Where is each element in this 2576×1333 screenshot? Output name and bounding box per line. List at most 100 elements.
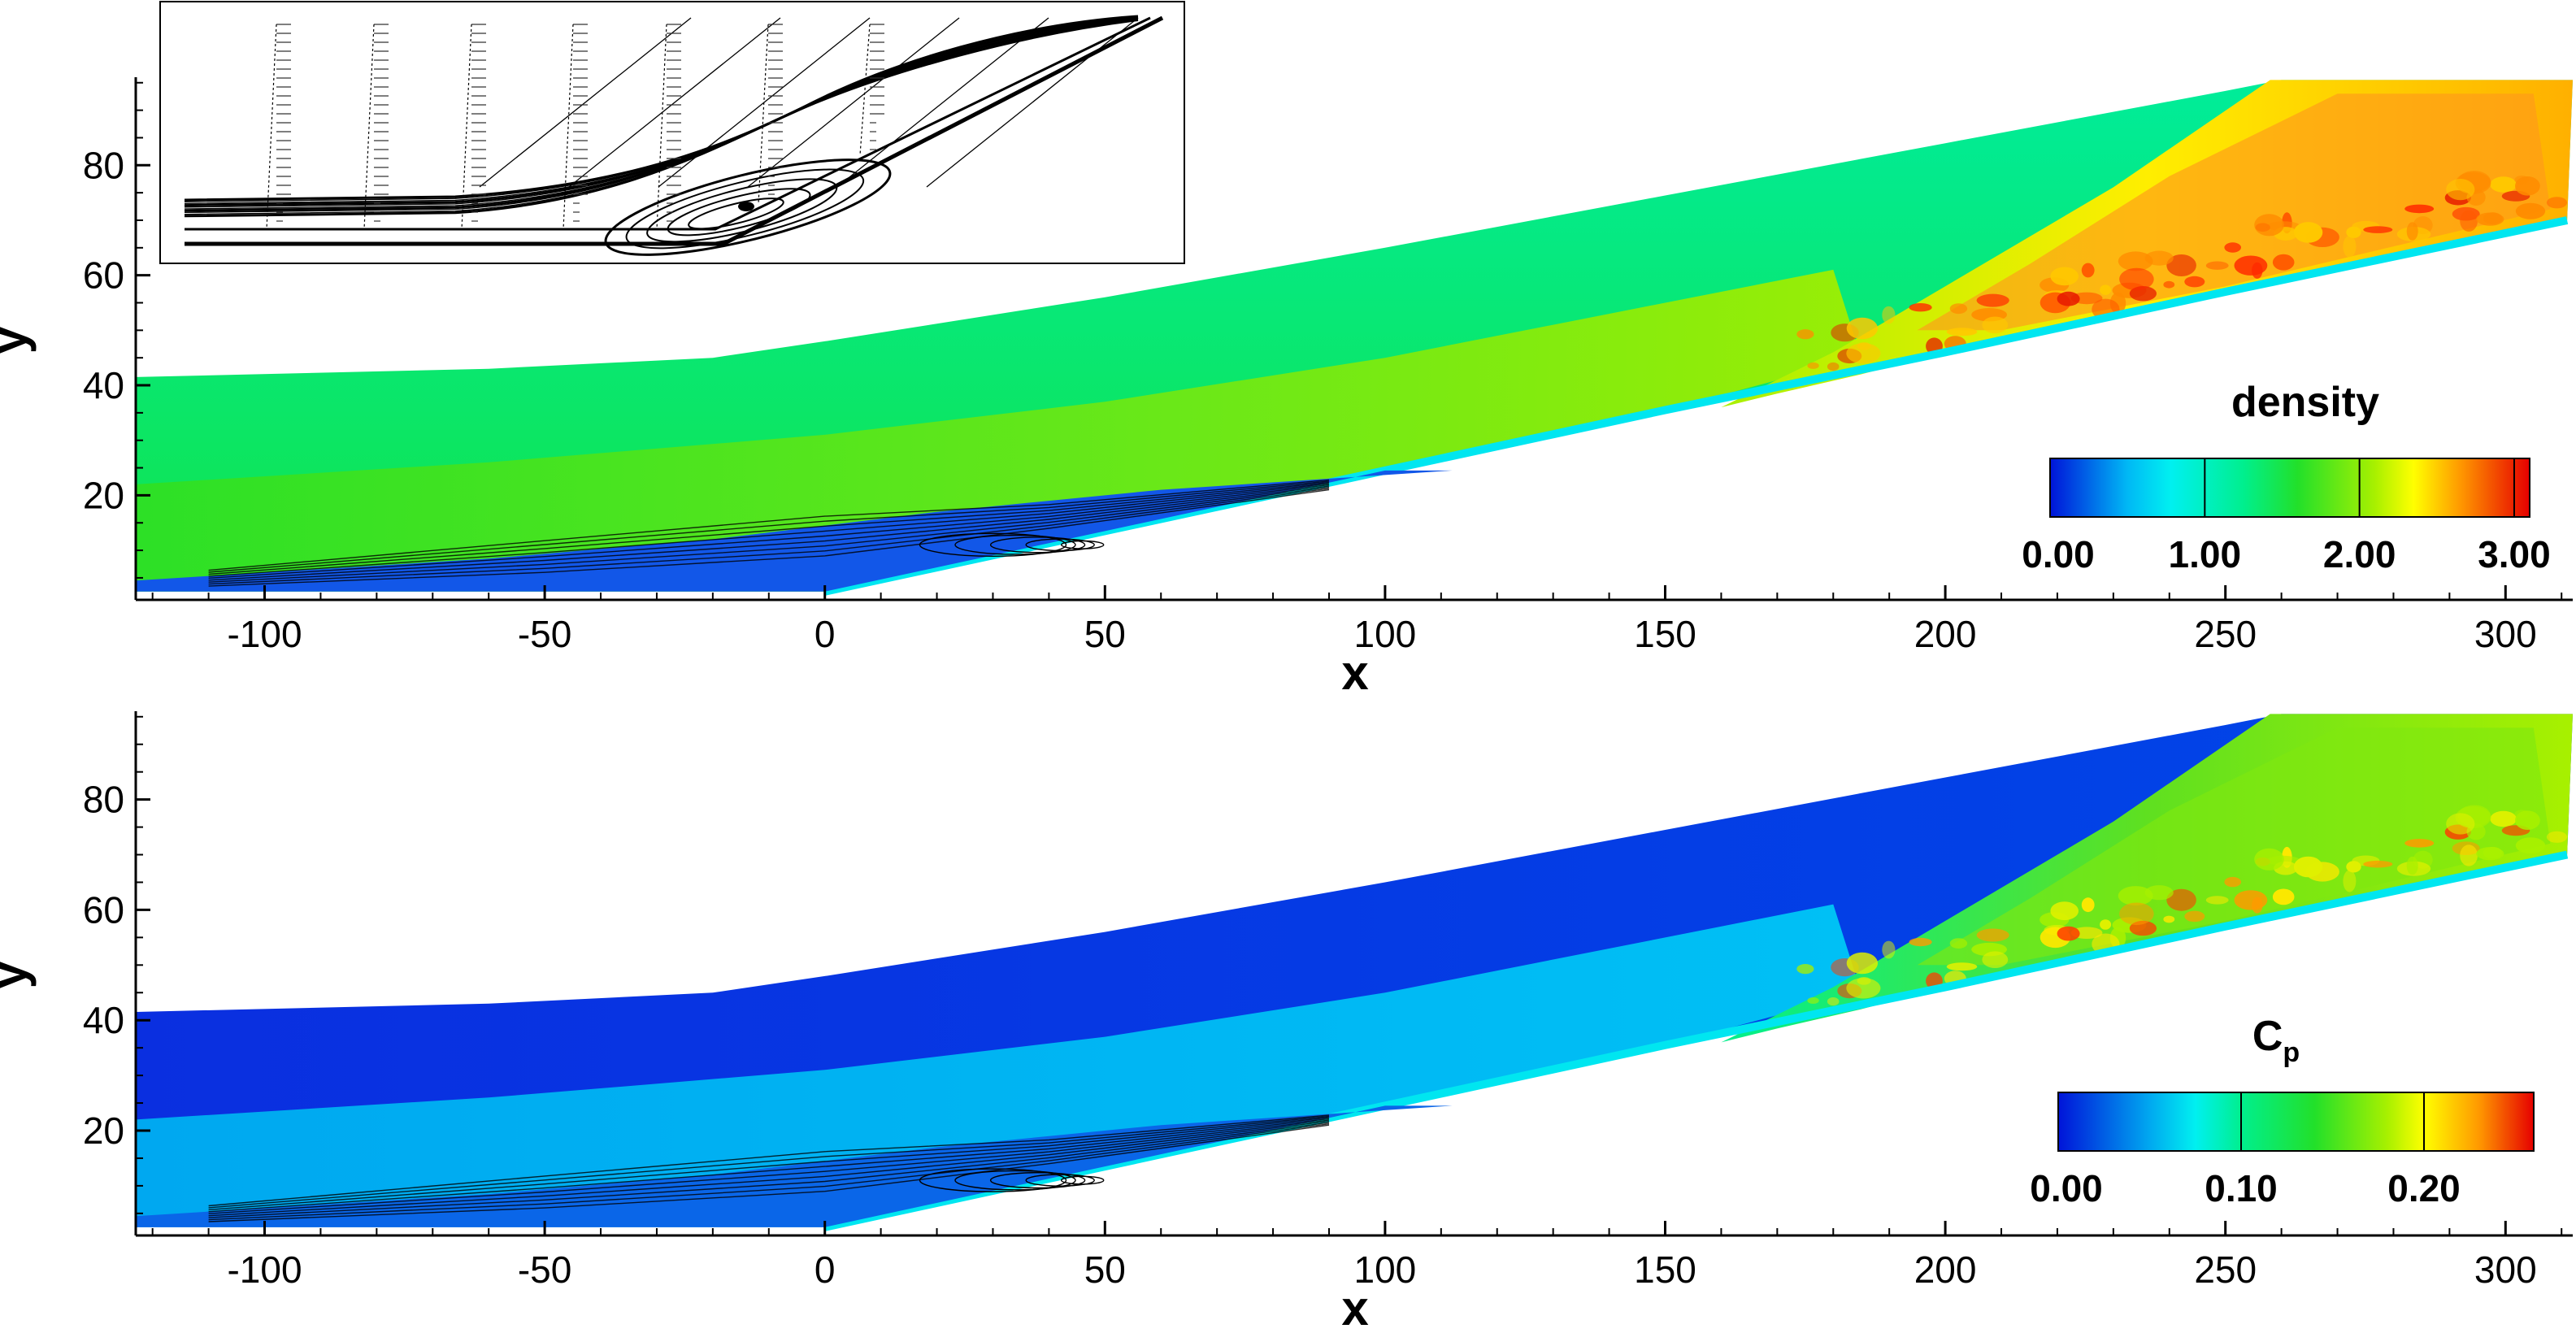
streamline xyxy=(208,1115,1330,1209)
turbulence-eddy xyxy=(1946,962,1978,971)
streamline xyxy=(208,483,1330,577)
turbulence-eddy xyxy=(2166,888,2196,911)
turbulence-eddy xyxy=(2363,226,2393,233)
y-tick-label: 60 xyxy=(83,254,124,297)
turbulence-eddy xyxy=(2254,214,2284,237)
recirculation-streamline xyxy=(1025,1174,1095,1187)
density-colorbar: 0.00 1.00 2.00 3.00 xyxy=(2022,458,2551,575)
colorbar-gradient xyxy=(2057,1092,2535,1152)
turbulence-eddy xyxy=(2272,254,2295,271)
turbulence-eddy xyxy=(1909,937,1932,947)
streamline xyxy=(208,488,1330,587)
turbulence-eddy xyxy=(2490,176,2517,193)
turbulence-eddy xyxy=(2118,886,2153,906)
turbulence-eddy xyxy=(2515,176,2540,196)
streamline xyxy=(208,1118,1330,1213)
turbulence-eddy xyxy=(2476,847,2504,861)
x-tick-label: -100 xyxy=(227,613,302,655)
y-tick-label: 20 xyxy=(83,474,124,516)
inset-profile-line xyxy=(656,24,667,230)
inset-vortex-core xyxy=(738,202,754,211)
streamline xyxy=(208,1120,1330,1217)
streamline xyxy=(208,1122,1330,1218)
turbulence-eddy xyxy=(2272,888,2295,905)
recirculation-streamline xyxy=(919,1168,1067,1192)
x-tick-label: 100 xyxy=(1354,1248,1417,1291)
turbulence-eddy xyxy=(2119,902,2154,926)
inset-wall-inner xyxy=(185,16,1151,231)
inset-shock-line xyxy=(926,17,1139,188)
colorbar-gradient xyxy=(2049,458,2530,518)
colorbar-tick-label: 2.00 xyxy=(2323,533,2396,575)
x-tick-label: 50 xyxy=(1084,1248,1126,1291)
recirculation-streamline xyxy=(919,532,1067,557)
turbulence-eddy xyxy=(2118,251,2153,271)
x-tick-label: 300 xyxy=(2474,1248,2537,1291)
turbulence-eddy xyxy=(1846,343,1881,364)
turbulence-eddy xyxy=(2252,262,2263,279)
inset-profile-line xyxy=(859,24,871,155)
recirculation-streamline xyxy=(1060,540,1105,549)
inset-profile-line xyxy=(461,24,472,230)
turbulence-eddy xyxy=(1909,303,1932,312)
inset-wall xyxy=(185,15,1164,246)
inset-profile-line xyxy=(758,24,769,204)
turbulence-eddy xyxy=(2446,813,2475,835)
recirculation-streamline xyxy=(1025,538,1095,552)
x-axis-label: x xyxy=(1341,1281,1368,1333)
colorbar-tick-label: 0.00 xyxy=(2022,533,2095,575)
turbulence-eddy xyxy=(2343,235,2357,258)
turbulence-eddy xyxy=(2050,901,2079,921)
inset-frame xyxy=(159,1,1185,264)
turbulence-eddy xyxy=(2446,179,2475,201)
turbulence-eddy xyxy=(2546,197,2568,209)
turbulence-eddy xyxy=(2252,897,2263,914)
streamline xyxy=(208,481,1330,575)
x-tick-label: 50 xyxy=(1084,613,1126,655)
y-tick-label: 40 xyxy=(83,999,124,1041)
turbulence-eddy xyxy=(1976,928,2009,942)
colorbar-title-subscript: p xyxy=(2283,1037,2300,1068)
x-axis-label: x xyxy=(1341,645,1368,700)
turbulence-eddy xyxy=(2476,212,2504,226)
colorbar-tick-label: 0.10 xyxy=(2205,1167,2278,1209)
recirculation-streamline xyxy=(954,534,1076,555)
turbulence-eddy xyxy=(2224,876,2241,888)
y-tick-label: 60 xyxy=(83,888,124,931)
turbulence-eddy xyxy=(2490,810,2517,827)
x-tick-label: 100 xyxy=(1354,613,1417,655)
turbulence-eddy xyxy=(2119,267,2154,291)
inset-profile-line xyxy=(363,24,375,230)
streamline xyxy=(208,1119,1330,1214)
streamline xyxy=(208,488,1330,585)
inset-profile-line xyxy=(266,24,277,230)
turbulence-eddy xyxy=(2081,897,2095,913)
cp-panel: -100 -50 0 50 100 150 200 250 300 20 40 60 80 x y 0.… xyxy=(0,711,2573,1333)
inset-recirculation xyxy=(604,158,892,256)
x-tick-label: 300 xyxy=(2474,613,2537,655)
turbulence-eddy xyxy=(2100,919,2112,930)
turbulence-eddy xyxy=(2205,261,2229,270)
turbulence-eddy xyxy=(1827,362,1840,371)
turbulence-eddy xyxy=(2081,263,2095,278)
turbulence-eddy xyxy=(2406,856,2418,875)
y-tick-label: 20 xyxy=(83,1109,124,1152)
turbulence-eddy xyxy=(2406,222,2418,241)
turbulence-eddy xyxy=(1976,293,2009,307)
density-contour-field xyxy=(136,80,2573,596)
inset-shock-line xyxy=(836,17,1049,188)
recirculation-streamline xyxy=(989,1171,1086,1189)
density-panel: -100 -50 0 50 100 150 200 250 300 20 40 60 80 x y 0.… xyxy=(0,1,2573,700)
turbulence-eddy xyxy=(1796,329,1814,340)
streamline xyxy=(208,1124,1330,1222)
inset-shock-line xyxy=(479,17,692,188)
turbulence-eddy xyxy=(2346,861,2361,873)
inset-recirculation xyxy=(667,188,811,237)
turbulence-eddy xyxy=(1846,317,1879,340)
turbulence-eddy xyxy=(2144,250,2174,266)
turbulence-eddy xyxy=(2144,885,2174,901)
turbulence-eddy xyxy=(1982,951,2009,968)
streamline xyxy=(208,1117,1330,1211)
colorbar-tick-label: 3.00 xyxy=(2478,533,2551,575)
inset-recirculation xyxy=(646,178,838,243)
